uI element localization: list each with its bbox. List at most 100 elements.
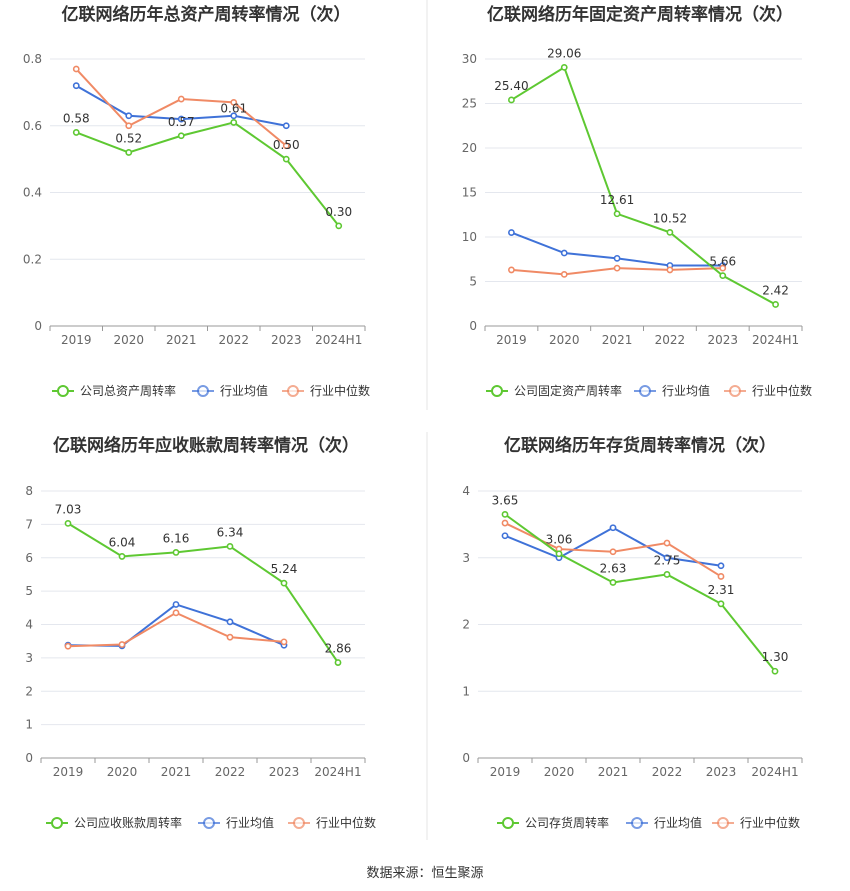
- x-tick-label: 2024H1: [752, 333, 799, 347]
- data-label: 25.40: [494, 79, 528, 93]
- x-tick-label: 2019: [53, 765, 84, 779]
- data-point-company: [280, 579, 288, 587]
- legend-label-company: 公司固定资产周转率: [514, 383, 622, 398]
- data-label: 0.30: [325, 205, 352, 219]
- data-point-average: [172, 601, 180, 608]
- y-tick-label: 20: [462, 141, 477, 155]
- series-line-company: [510, 65, 777, 306]
- legend-marker-average: [203, 817, 215, 829]
- legend-marker-company: [502, 817, 514, 829]
- data-label: 10.52: [653, 211, 687, 225]
- legend-label-median: 行业中位数: [752, 383, 812, 398]
- data-label: 7.03: [55, 502, 82, 516]
- chart-4: 亿联网络历年存货周转率情况（次） 0 1 2 3 4 2019 2020 2021 2022 202…: [462, 435, 803, 830]
- data-point-company: [335, 222, 343, 230]
- legend-label-company: 公司应收账款周转率: [74, 815, 182, 830]
- data-point-median: [508, 266, 515, 274]
- data-point-median: [172, 609, 180, 617]
- y-tick-label: 0.4: [23, 186, 42, 200]
- data-point-median: [560, 270, 568, 278]
- x-tick-label: 2024H1: [314, 765, 361, 779]
- data-point-average: [501, 532, 509, 540]
- legend-marker-median: [293, 817, 305, 829]
- data-label: 2.63: [600, 561, 627, 575]
- y-tick-label: 0: [25, 751, 33, 765]
- y-tick-label: 1: [25, 718, 33, 732]
- series-line-company: [67, 522, 339, 664]
- legend-marker-company: [491, 385, 503, 397]
- legend-marker-average: [639, 385, 651, 397]
- data-point-median: [501, 519, 509, 527]
- legend-marker-company: [57, 385, 69, 397]
- data-point-company: [177, 132, 185, 140]
- chart-title: 亿联网络历年存货周转率情况（次）: [504, 435, 776, 456]
- data-label: 6.16: [163, 531, 190, 545]
- legend-marker-company: [51, 817, 63, 829]
- y-tick-label: 7: [25, 517, 33, 531]
- data-point-median: [613, 264, 621, 272]
- x-tick-label: 2021: [161, 765, 192, 779]
- x-tick-label: 2020: [107, 765, 138, 779]
- legend-label-company: 公司总资产周转率: [80, 383, 176, 398]
- data-label: 2.86: [325, 642, 352, 656]
- data-label: 0.57: [168, 115, 195, 129]
- data-label: 29.06: [547, 46, 581, 60]
- data-point-average: [717, 562, 725, 570]
- data-point-company: [771, 667, 779, 675]
- data-point-median: [719, 264, 727, 272]
- y-tick-label: 5: [25, 584, 33, 598]
- legend-label-company: 公司存货周转率: [525, 815, 609, 830]
- x-tick-label: 2022: [652, 765, 683, 779]
- x-tick-label: 2023: [706, 765, 737, 779]
- data-point-company: [118, 553, 126, 560]
- data-label: 3.65: [492, 493, 519, 507]
- legend-label-median: 行业中位数: [740, 815, 800, 830]
- x-tick-label: 2023: [707, 333, 738, 347]
- x-tick-label: 2019: [61, 333, 92, 347]
- data-point-average: [230, 112, 238, 120]
- data-point-company: [501, 510, 509, 518]
- data-label: 6.04: [109, 535, 136, 549]
- y-tick-label: 2: [25, 684, 33, 698]
- legend-marker-median: [729, 385, 741, 397]
- data-label: 2.42: [762, 283, 789, 297]
- legend-marker-average: [631, 817, 643, 829]
- legend-label-median: 行业中位数: [310, 383, 370, 398]
- data-point-average: [177, 115, 185, 123]
- x-tick-label: 2019: [496, 333, 527, 347]
- data-label: 6.34: [217, 525, 244, 539]
- y-tick-label: 15: [462, 186, 477, 200]
- data-point-company: [717, 600, 725, 608]
- y-tick-label: 0: [462, 751, 470, 765]
- data-label: 2.31: [708, 583, 735, 597]
- y-tick-label: 1: [462, 684, 470, 698]
- data-point-median: [230, 98, 238, 106]
- series-line-company: [75, 121, 340, 227]
- data-point-average: [226, 618, 234, 626]
- data-point-average: [508, 229, 515, 236]
- data-point-average: [613, 254, 621, 262]
- data-point-average: [282, 122, 290, 130]
- y-tick-label: 3: [25, 651, 33, 665]
- x-tick-label: 2021: [598, 765, 629, 779]
- data-point-company: [72, 129, 80, 136]
- chart-title: 亿联网络历年应收账款周转率情况（次）: [53, 435, 359, 456]
- data-point-company: [64, 519, 72, 527]
- data-label: 0.61: [220, 101, 247, 115]
- data-label: 12.61: [600, 193, 634, 207]
- data-point-median: [118, 641, 126, 648]
- chart-title: 亿联网络历年总资产周转率情况（次）: [62, 4, 351, 25]
- data-point-company: [226, 543, 234, 550]
- data-point-median: [226, 633, 234, 641]
- data-point-average: [560, 249, 568, 257]
- y-tick-label: 5: [469, 275, 477, 289]
- x-tick-label: 2021: [602, 333, 633, 347]
- legend-marker-average: [197, 385, 209, 397]
- y-tick-label: 0: [34, 319, 42, 333]
- data-point-average: [72, 82, 80, 90]
- data-point-company: [719, 272, 727, 280]
- data-point-median: [663, 539, 671, 547]
- legend-label-median: 行业中位数: [316, 815, 376, 830]
- y-tick-label: 2: [462, 618, 470, 632]
- y-tick-label: 0.6: [23, 119, 42, 133]
